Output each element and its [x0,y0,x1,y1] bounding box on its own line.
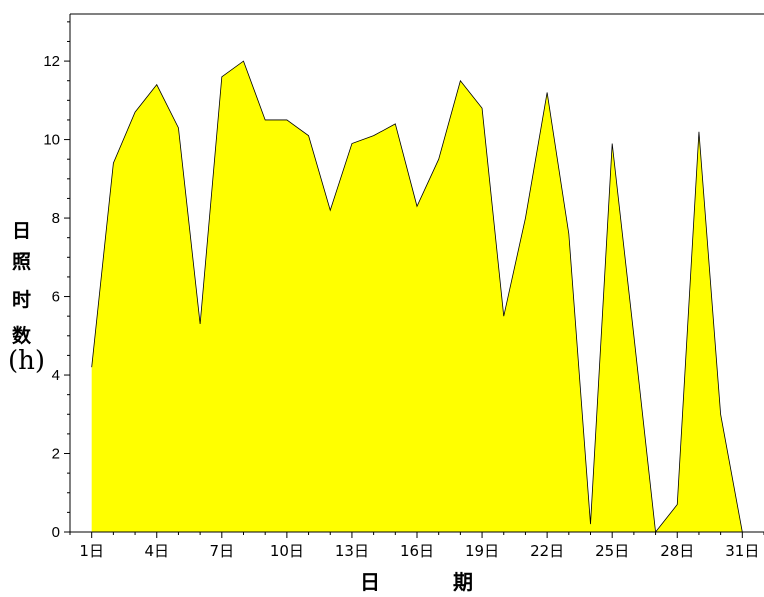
y-tick-label: 0 [52,524,60,541]
y-axis-unit-label: (h) [8,346,46,376]
y-axis-label-char: 数 [12,325,32,347]
x-axis-label-char: 日 [360,570,380,594]
x-tick-label: 28日 [660,542,694,560]
x-tick-label: 10日 [270,542,304,560]
x-tick-label: 16日 [400,542,434,560]
x-tick-label: 1日 [79,542,104,560]
y-tick-label: 6 [52,289,60,306]
y-tick-label: 2 [52,446,60,463]
area-fill [91,61,743,532]
x-tick-label: 31日 [725,542,759,560]
x-axis-label-char: 期 [453,570,473,594]
y-tick-label: 10 [43,132,60,149]
y-axis-label-char: 时 [12,289,32,311]
x-tick-label: 13日 [335,542,369,560]
y-tick-label: 8 [52,210,60,227]
x-tick-label: 25日 [595,542,629,560]
x-tick-label: 7日 [210,542,235,560]
x-tick-label: 22日 [530,542,564,560]
y-axis-label-char: 日 [12,220,32,242]
series-line [91,60,743,534]
x-tick-label: 19日 [465,542,499,560]
x-tick-label: 4日 [144,542,169,560]
y-tick-label: 12 [43,53,60,70]
y-axis-label-char: 照 [12,251,32,273]
y-tick-label: 4 [52,367,60,384]
